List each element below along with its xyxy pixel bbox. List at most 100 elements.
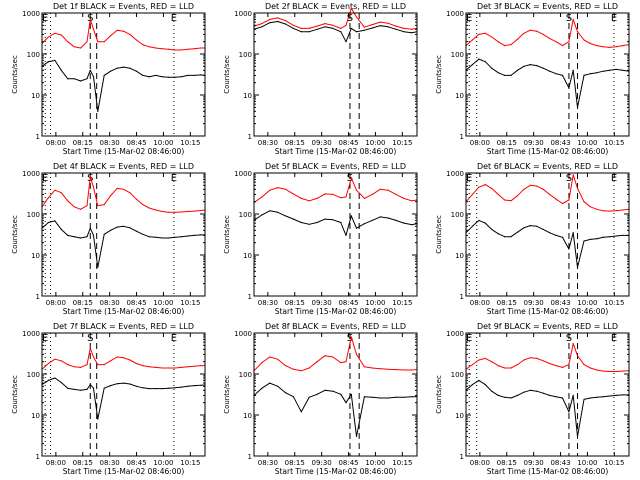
data-point xyxy=(411,369,413,371)
data-point xyxy=(300,411,302,413)
data-point xyxy=(200,209,202,212)
x-tick-label: 10:15 xyxy=(604,459,624,467)
event-marker-label: S xyxy=(87,333,93,344)
x-axis-label: Start Time (15-Mar-02 08:46:00) xyxy=(63,307,185,316)
chart-title: Det 2f BLACK = Events, RED = LLD xyxy=(265,2,406,11)
data-point xyxy=(316,221,318,224)
y-axis-label: Counts/sec xyxy=(11,215,19,254)
data-point xyxy=(350,215,352,217)
data-point xyxy=(371,367,373,369)
data-point xyxy=(47,379,50,381)
data-point xyxy=(516,394,519,396)
data-point xyxy=(497,41,499,43)
data-point xyxy=(148,388,150,390)
data-point xyxy=(300,197,302,199)
data-point xyxy=(161,210,163,213)
data-point xyxy=(116,226,118,228)
event-marker-label: S xyxy=(347,333,353,344)
data-point xyxy=(269,356,271,358)
data-point xyxy=(504,199,506,201)
series-line-events xyxy=(41,59,206,112)
data-point xyxy=(67,41,69,43)
data-point xyxy=(504,367,506,369)
data-point xyxy=(596,45,598,47)
event-marker-label: S xyxy=(566,333,572,344)
data-point xyxy=(54,189,56,191)
data-point xyxy=(200,384,202,386)
chart-panel: Det 7f BLACK = Events, RED = LLD E S E 1 10 10… xyxy=(11,322,206,476)
data-point xyxy=(561,202,564,205)
data-point xyxy=(345,41,347,43)
data-point xyxy=(568,411,570,413)
event-marker-label: E xyxy=(42,333,48,344)
data-point xyxy=(73,236,75,238)
data-point xyxy=(379,21,381,23)
data-point xyxy=(155,366,157,368)
chart-title: Det 5f BLACK = Events, RED = LLD xyxy=(265,162,406,171)
data-point xyxy=(478,379,480,381)
data-point xyxy=(161,76,163,78)
x-tick-label: 09:30 xyxy=(312,139,332,147)
data-point xyxy=(80,366,82,368)
data-point xyxy=(148,46,150,48)
x-tick-label: 08:45 xyxy=(338,139,358,147)
y-tick-label: 1 xyxy=(248,133,252,141)
x-tick-label: 08:00 xyxy=(470,459,490,467)
data-point xyxy=(200,74,202,76)
data-point xyxy=(615,235,617,237)
data-point xyxy=(86,388,88,390)
data-point xyxy=(277,211,279,213)
data-point xyxy=(155,74,157,76)
event-marker-label: E xyxy=(611,13,617,24)
x-tick-label: 08:00 xyxy=(470,139,490,147)
data-point xyxy=(379,25,381,27)
data-point xyxy=(602,46,604,48)
data-point xyxy=(89,347,91,349)
data-point xyxy=(555,41,557,43)
y-tick-label: 1 xyxy=(248,453,252,461)
data-point xyxy=(589,367,591,369)
plot-frame xyxy=(41,172,206,297)
data-point xyxy=(269,210,271,212)
data-point xyxy=(300,370,302,372)
data-point xyxy=(484,357,486,359)
data-point xyxy=(576,266,579,268)
data-point xyxy=(167,387,170,389)
data-point xyxy=(355,227,358,229)
y-axis-label: Counts/sec xyxy=(435,215,443,254)
data-point xyxy=(371,27,373,29)
data-point xyxy=(155,236,157,238)
data-point xyxy=(89,227,91,229)
data-point xyxy=(345,402,347,404)
data-point xyxy=(73,388,75,390)
x-tick-label: 08:45 xyxy=(126,139,146,147)
data-point xyxy=(300,221,302,224)
x-tick-label: 08:00 xyxy=(46,299,66,307)
event-marker-label: S xyxy=(87,13,93,24)
event-marker-label: E xyxy=(466,173,472,184)
data-point xyxy=(292,396,294,398)
data-point xyxy=(478,186,480,188)
y-tick-label: 1000 xyxy=(234,170,252,178)
x-tick-label: 10:00 xyxy=(365,139,385,147)
data-point xyxy=(555,234,557,236)
data-point xyxy=(180,211,182,213)
data-point xyxy=(596,396,598,398)
data-point xyxy=(363,26,365,28)
data-point xyxy=(316,393,318,395)
data-point xyxy=(73,46,75,48)
data-point xyxy=(110,385,112,387)
data-point xyxy=(478,58,480,60)
data-point xyxy=(269,18,271,20)
event-marker-label: E xyxy=(466,333,472,344)
data-point xyxy=(572,69,574,71)
data-point xyxy=(536,185,538,187)
data-point xyxy=(292,27,294,29)
data-point xyxy=(103,233,105,235)
data-point xyxy=(355,189,358,191)
data-point xyxy=(529,389,531,391)
data-point xyxy=(142,233,144,235)
y-tick-label: 1000 xyxy=(446,330,464,338)
data-point xyxy=(167,367,170,369)
data-point xyxy=(583,240,585,242)
